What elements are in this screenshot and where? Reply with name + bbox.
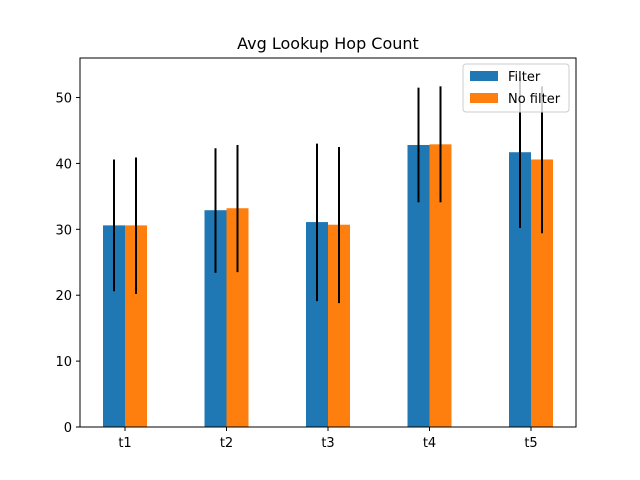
y-tick-label: 10 <box>55 355 72 370</box>
axes-group: 0 10 20 30 40 50 t1 t2 t3 t4 t5 <box>55 57 577 451</box>
y-tick-label: 50 <box>55 92 72 107</box>
y-tick-label: 20 <box>55 289 72 304</box>
bar-filter-t5 <box>509 152 531 427</box>
legend-swatch-no-filter <box>470 93 498 103</box>
y-tick-label: 40 <box>55 157 72 172</box>
bar-filter-t2 <box>204 210 227 427</box>
x-tick-label-t4: t4 <box>423 436 436 451</box>
bar-no-filter-t5 <box>531 159 553 427</box>
x-tick-label-t3: t3 <box>321 436 334 451</box>
x-tick-label-t1: t1 <box>118 436 131 451</box>
bar-no-filter-t3 <box>328 224 350 427</box>
y-tick-label: 0 <box>64 421 72 436</box>
bar-no-filter-t1 <box>125 225 147 427</box>
bar-filter-t3 <box>306 222 328 427</box>
legend-label-filter: Filter <box>508 70 541 85</box>
x-tick-label-t5: t5 <box>524 436 537 451</box>
bar-no-filter-t2 <box>226 208 249 427</box>
chart-title: Avg Lookup Hop Count <box>237 34 419 53</box>
y-tick-label: 30 <box>55 223 72 238</box>
x-tick-label-t2: t2 <box>220 436 233 451</box>
bar-filter-t4 <box>407 144 430 427</box>
bar-no-filter-t4 <box>429 144 452 427</box>
bar-filter-t1 <box>103 225 125 427</box>
legend-label-no-filter: No filter <box>508 92 561 107</box>
legend: Filter No filter <box>462 63 570 113</box>
legend-swatch-filter <box>470 71 498 81</box>
bars-group <box>103 144 553 427</box>
